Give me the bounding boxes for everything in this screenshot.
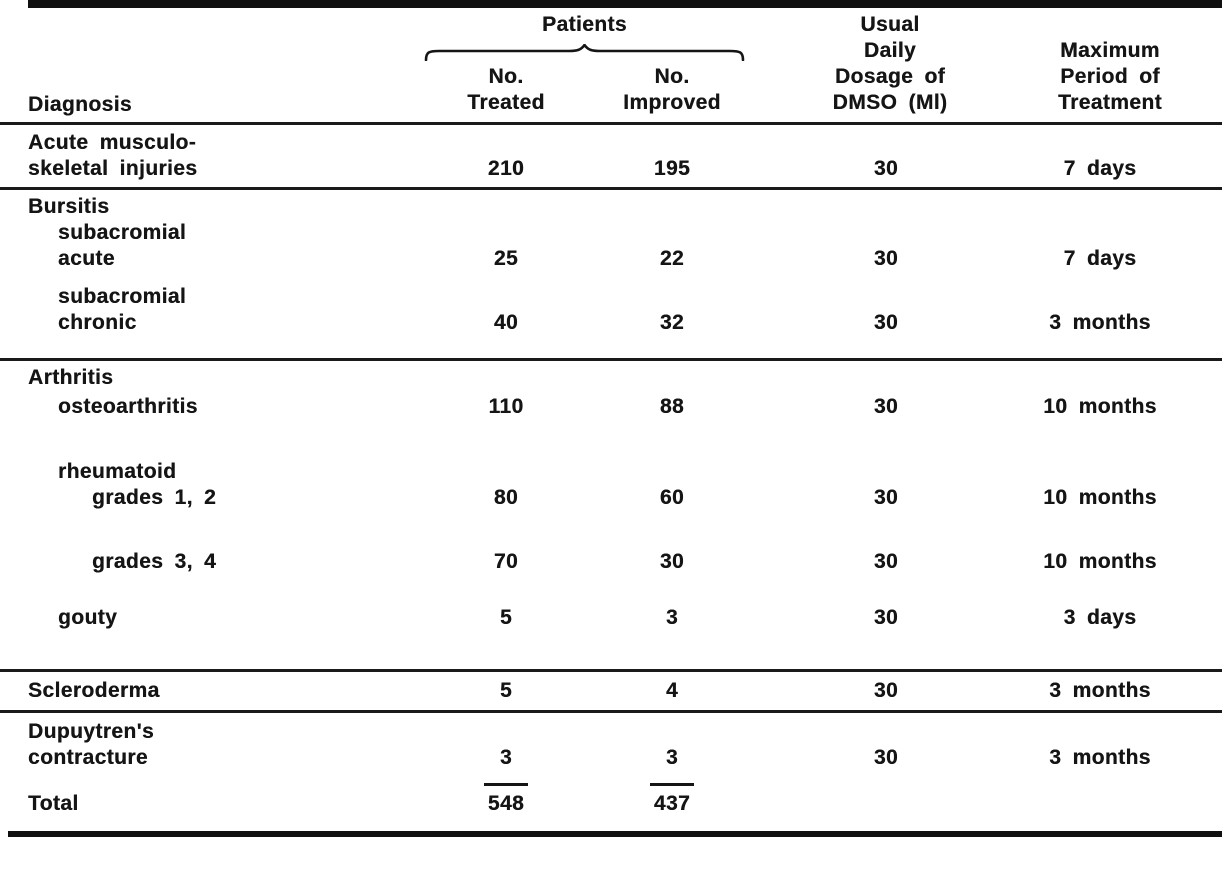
diagnosis-text: grades 1, 2 xyxy=(92,486,217,509)
column-header-dosage: Usual Daily Dosage of DMSO (Ml) xyxy=(832,13,948,114)
diagnosis-text: chronic xyxy=(58,311,137,334)
period-cell: 10 months xyxy=(1043,486,1157,509)
dosage-cell: 30 xyxy=(873,679,899,702)
diagnosis-text: gouty xyxy=(58,606,118,629)
improved-cell: 4 xyxy=(665,679,679,702)
diagnosis-cell: Acute musculo- skeletal injuries xyxy=(0,130,440,182)
section-bursitis: Bursitis subacromial acute 25 22 30 7 da… xyxy=(0,190,1222,361)
improved-cell: 32 xyxy=(659,311,685,334)
period-cell: 3 months xyxy=(1049,679,1151,702)
column-group-patients: Patients xyxy=(542,13,627,36)
improved-cell: 88 xyxy=(659,395,685,418)
treated-cell: 110 xyxy=(488,395,524,418)
treated-cell: 210 xyxy=(487,157,525,180)
column-header-no-improved: No. Improved xyxy=(623,65,721,114)
period-cell: 7 days xyxy=(1063,247,1137,270)
table-row: subacromial acute 25 22 30 7 days xyxy=(0,220,1222,272)
table-row: grades 3, 4 70 30 30 10 months xyxy=(0,549,1222,575)
patients-brace-icon xyxy=(424,44,745,61)
treated-cell: 40 xyxy=(493,311,519,334)
table-row: Dupuytren's contracture 3 3 30 3 months xyxy=(0,719,1222,771)
treated-cell: 5 xyxy=(499,679,513,702)
treated-cell: 70 xyxy=(493,550,519,573)
table-row: Scleroderma 5 4 30 3 months xyxy=(0,678,1222,704)
diagnosis-text: Scleroderma xyxy=(28,679,160,702)
total-improved-value: 437 xyxy=(649,783,695,817)
column-header-no-treated: No. Treated xyxy=(467,65,545,114)
diagnosis-cell: gouty xyxy=(0,605,440,631)
period-cell: 3 months xyxy=(1049,311,1151,334)
diagnosis-cell: Scleroderma xyxy=(0,678,440,704)
dosage-cell: 30 xyxy=(873,606,899,629)
treated-cell: 3 xyxy=(499,746,513,769)
diagnosis-text: Acute musculo- xyxy=(28,131,197,154)
bottom-rule xyxy=(8,831,1222,837)
diagnosis-cell: osteoarthritis xyxy=(0,394,440,420)
column-header-period: Maximum Period of Treatment xyxy=(1058,39,1162,114)
diagnosis-text: acute xyxy=(58,247,115,270)
section-scleroderma: Scleroderma 5 4 30 3 months xyxy=(0,672,1222,713)
top-rule xyxy=(28,0,1222,8)
diagnosis-text: contracture xyxy=(28,746,148,769)
treated-cell: 25 xyxy=(493,247,519,270)
dosage-cell: 30 xyxy=(873,311,899,334)
improved-cell: 3 xyxy=(665,606,679,629)
total-row: Total 548 437 xyxy=(0,783,1222,817)
improved-cell: 60 xyxy=(659,486,685,509)
treated-cell: 80 xyxy=(493,486,519,509)
total-treated-value: 548 xyxy=(483,783,529,817)
diagnosis-text: osteoarthritis xyxy=(58,395,198,418)
period-cell: 10 months xyxy=(1043,550,1157,573)
dosage-cell: 30 xyxy=(873,157,899,180)
improved-cell: 22 xyxy=(659,247,685,270)
improved-cell: 195 xyxy=(653,157,691,180)
dosage-cell: 30 xyxy=(873,550,899,573)
dosage-cell: 30 xyxy=(873,746,899,769)
diagnosis-text: rheumatoid xyxy=(58,460,177,483)
section-label: Bursitis xyxy=(28,195,110,218)
diagnosis-cell: grades 3, 4 xyxy=(0,549,440,575)
table-row: osteoarthritis 110 88 30 10 months xyxy=(0,391,1222,423)
period-cell: 7 days xyxy=(1063,157,1137,180)
total-label: Total xyxy=(28,792,79,815)
table-row: gouty 5 3 30 3 days xyxy=(0,605,1222,631)
diagnosis-text: skeletal injuries xyxy=(28,157,198,180)
dosage-cell: 30 xyxy=(873,486,899,509)
section-label: Arthritis xyxy=(28,366,114,389)
table-row: rheumatoid grades 1, 2 80 60 30 10 month… xyxy=(0,459,1222,511)
diagnosis-text: grades 3, 4 xyxy=(92,550,217,573)
period-cell: 3 months xyxy=(1049,746,1151,769)
dosage-cell: 30 xyxy=(873,247,899,270)
total-improved-cell: 437 xyxy=(572,783,772,817)
diagnosis-cell: Dupuytren's contracture xyxy=(0,719,440,771)
period-cell: 10 months xyxy=(1043,395,1157,418)
section-dupuytrens-total: Dupuytren's contracture 3 3 30 3 months … xyxy=(0,713,1222,817)
diagnosis-cell: rheumatoid grades 1, 2 xyxy=(0,459,440,511)
total-treated-cell: 548 xyxy=(440,783,572,817)
table-row: Acute musculo- skeletal injuries 210 195… xyxy=(0,130,1222,182)
column-header-diagnosis: Diagnosis xyxy=(28,93,132,116)
improved-cell: 30 xyxy=(659,550,685,573)
diagnosis-cell: subacromial acute xyxy=(0,220,440,272)
table-header: Patients Diagnosis No. Treated No. Impro… xyxy=(0,0,1222,125)
improved-cell: 3 xyxy=(665,746,679,769)
section-arthritis: Arthritis osteoarthritis 110 88 30 10 mo… xyxy=(0,361,1222,672)
section-acute-musculoskeletal: Acute musculo- skeletal injuries 210 195… xyxy=(0,125,1222,190)
period-cell: 3 days xyxy=(1063,606,1137,629)
dosage-cell: 30 xyxy=(873,395,899,418)
diagnosis-text: subacromial xyxy=(58,221,187,244)
table-row: subacromial chronic 40 32 30 3 months xyxy=(0,284,1222,336)
treated-cell: 5 xyxy=(499,606,513,629)
diagnosis-text: Dupuytren's xyxy=(28,720,155,743)
diagnosis-cell: subacromial chronic xyxy=(0,284,440,336)
diagnosis-text: subacromial xyxy=(58,285,187,308)
